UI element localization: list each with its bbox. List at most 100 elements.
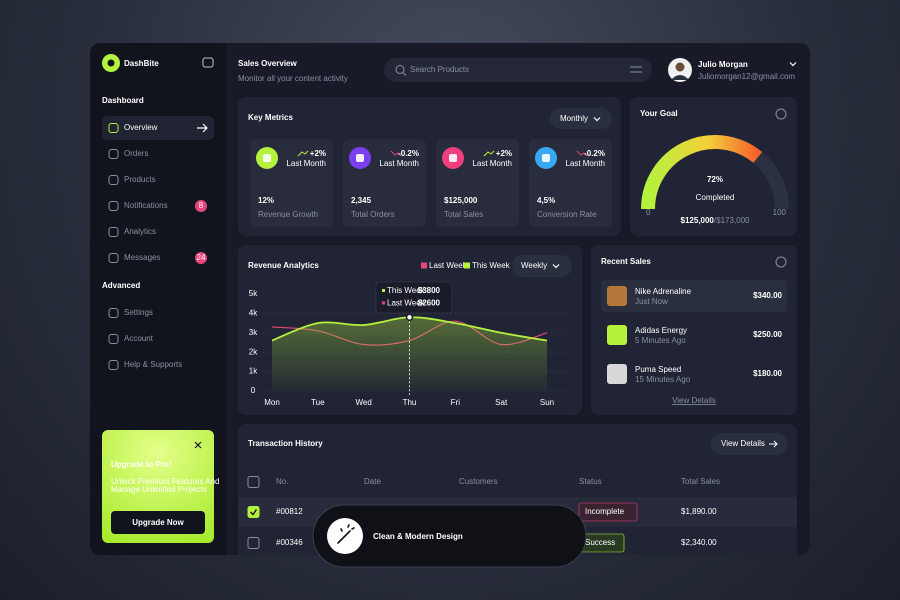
gauge-min: 0 xyxy=(646,208,651,217)
metric-icon-glyph xyxy=(542,154,550,162)
metric-label: Revenue Growth xyxy=(258,210,318,219)
metric-icon-glyph xyxy=(356,154,364,162)
metric-value: $125,000 xyxy=(444,196,478,205)
goal-current: $125,000 xyxy=(681,216,715,225)
promo-button-label: Upgrade Now xyxy=(132,518,184,527)
period-dropdown[interactable] xyxy=(550,108,612,129)
metric-label: Total Sales xyxy=(444,210,483,219)
row-checkbox[interactable] xyxy=(247,506,260,518)
panel-title: Recent Sales xyxy=(601,257,651,266)
sale-price: $250.00 xyxy=(753,330,782,339)
y-tick-label: 3k xyxy=(249,328,258,337)
metric-icon-glyph xyxy=(263,154,271,162)
gauge-fill xyxy=(641,135,763,210)
metric-icon-glyph xyxy=(449,154,457,162)
gauge-percent: 72% xyxy=(707,175,723,184)
sale-price: $180.00 xyxy=(753,369,782,378)
column-header: Total Sales xyxy=(681,477,720,486)
nav-icon xyxy=(108,201,119,211)
gauge-max: 100 xyxy=(773,208,787,217)
status-badge xyxy=(578,502,638,522)
product-image xyxy=(607,325,627,345)
column-header: Customers xyxy=(459,477,498,486)
product-name: Puma Speed xyxy=(635,365,681,374)
metric-change-label: Last Month xyxy=(286,159,326,168)
x-tick-label: Sat xyxy=(495,398,508,407)
sidebar-toggle[interactable] xyxy=(202,57,214,68)
period-chevron xyxy=(552,264,560,269)
chart-title: Revenue Analytics xyxy=(248,261,319,270)
metric-label: Conversion Rate xyxy=(537,210,597,219)
panel-title: Key Metrics xyxy=(248,113,293,122)
search-icon xyxy=(395,65,405,74)
goal-panel xyxy=(630,97,797,236)
y-tick-label: 2k xyxy=(249,347,258,356)
nav-item: Help & Supports xyxy=(124,360,182,369)
transaction-id: #00346 xyxy=(276,538,303,547)
promo-close[interactable] xyxy=(194,441,202,449)
y-tick-label: 0 xyxy=(251,386,256,395)
product-image xyxy=(607,364,627,384)
nav-badge-count: 8 xyxy=(199,201,204,210)
metric-change: +2% xyxy=(310,149,326,158)
info-icon[interactable] xyxy=(775,108,787,120)
sidebar-section-title: Dashboard xyxy=(102,96,144,105)
tooltip-swatch xyxy=(382,301,385,305)
nav-item: Settings xyxy=(124,308,153,317)
period-chevron xyxy=(593,117,601,122)
nav-active[interactable] xyxy=(102,116,214,140)
nav-item: Overview xyxy=(124,123,158,132)
header-checkbox[interactable] xyxy=(247,476,260,488)
gauge-status: Completed xyxy=(696,193,735,202)
view-details-button[interactable] xyxy=(711,433,787,455)
product-name: Nike Adrenaline xyxy=(635,287,692,296)
product-name: Adidas Energy xyxy=(635,326,687,335)
panel-title: Transaction History xyxy=(248,439,323,448)
banner-wand xyxy=(337,524,355,544)
search-placeholder: Search Products xyxy=(410,65,469,74)
legend-label: This Week xyxy=(472,261,511,270)
page-subtitle: Monitor all your content activity xyxy=(238,74,348,83)
panel-title: Your Goal xyxy=(640,109,678,118)
nav-icon xyxy=(108,149,119,159)
row-checkbox[interactable] xyxy=(247,537,260,549)
period-dropdown[interactable] xyxy=(512,255,572,277)
check-mark xyxy=(250,509,258,516)
sale-price: $340.00 xyxy=(753,291,782,300)
x-tick-label: Mon xyxy=(264,398,280,407)
transaction-total: $2,340.00 xyxy=(681,538,717,547)
column-header: Date xyxy=(364,477,381,486)
status-label: Success xyxy=(585,538,615,547)
legend-label: Last Week xyxy=(429,261,468,270)
nav-badge xyxy=(195,252,207,264)
sale-time: 15 Minutes Ago xyxy=(635,375,691,384)
banner-text: Clean & Modern Design xyxy=(373,532,463,541)
nav-icon xyxy=(108,360,119,370)
info-icon[interactable] xyxy=(775,256,787,268)
metric-label: Total Orders xyxy=(351,210,395,219)
nav-arrow xyxy=(197,123,208,133)
nav-item: Messages xyxy=(124,253,160,262)
banner xyxy=(312,504,587,568)
promo-text: Unlock Premium Features And xyxy=(111,477,220,486)
tooltip-value: $2600 xyxy=(418,299,441,308)
dashboard: DashBite Dashboard Overview Orders Products N… xyxy=(90,43,810,555)
transaction-id: #00812 xyxy=(276,507,303,516)
nav-icon xyxy=(108,334,119,344)
nav-item: Notifications xyxy=(124,201,168,210)
y-tick-label: 1k xyxy=(249,367,258,376)
tooltip-series: This Week xyxy=(387,286,426,295)
promo-button[interactable] xyxy=(111,511,205,534)
user-email: Juliomorgan12@gmail.com xyxy=(698,72,795,81)
period-label: Weekly xyxy=(521,261,547,270)
search-box[interactable] xyxy=(384,58,652,82)
x-tick-label: Tue xyxy=(311,398,325,407)
metric-change-label: Last Month xyxy=(379,159,419,168)
sidebar-section-title: Advanced xyxy=(102,281,140,290)
product-image xyxy=(607,286,627,306)
metric-value: 4,5% xyxy=(537,196,555,205)
legend-swatch xyxy=(421,262,427,269)
user-name: Julio Morgan xyxy=(698,60,748,69)
